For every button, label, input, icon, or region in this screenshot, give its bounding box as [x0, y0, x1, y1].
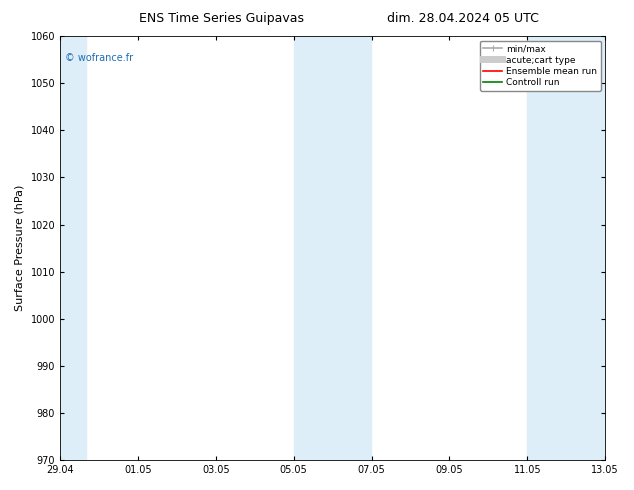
Y-axis label: Surface Pressure (hPa): Surface Pressure (hPa)	[15, 185, 25, 311]
Bar	[527, 36, 605, 460]
Text: dim. 28.04.2024 05 UTC: dim. 28.04.2024 05 UTC	[387, 12, 539, 25]
Text: ENS Time Series Guipavas: ENS Time Series Guipavas	[139, 12, 304, 25]
Text: © wofrance.fr: © wofrance.fr	[65, 53, 134, 63]
Bar	[294, 36, 371, 460]
Bar	[60, 36, 86, 460]
Legend: min/max, acute;cart type, Ensemble mean run, Controll run: min/max, acute;cart type, Ensemble mean …	[480, 41, 600, 91]
